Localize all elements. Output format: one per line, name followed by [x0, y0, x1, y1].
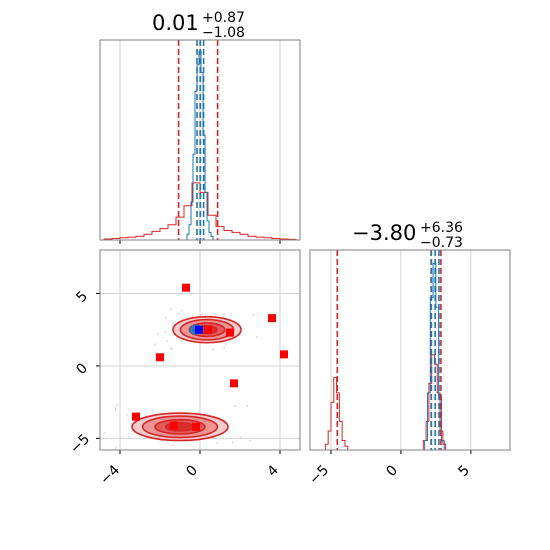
- sample-point: [180, 339, 183, 342]
- sample-point: [114, 447, 117, 449]
- x-tick-label: 5: [455, 462, 473, 480]
- sample-point: [199, 314, 202, 317]
- sample-point: [171, 444, 174, 446]
- title-lower: −1.08: [202, 25, 245, 41]
- x-tick-label: 4: [264, 462, 282, 480]
- sample-point: [170, 348, 172, 350]
- joint-scatter-contour: 5 0 −5 −4 0 4: [67, 249, 301, 488]
- density-contour: [164, 421, 196, 432]
- sample-point: [181, 317, 183, 320]
- sample-point: [255, 336, 258, 338]
- sample-point: [234, 405, 236, 407]
- y-tick-label: −5: [67, 431, 93, 457]
- x-tick-label: −4: [97, 462, 123, 488]
- title-upper: +0.87: [202, 10, 245, 26]
- injection-marker: [280, 350, 288, 359]
- x-tick-label: 0: [183, 462, 201, 480]
- injection-marker: [268, 314, 276, 323]
- sample-point: [125, 413, 128, 416]
- sample-point: [114, 407, 117, 409]
- marginal-histogram-param-2: −3.80 +6.36 −0.73 −5 0 5: [306, 220, 511, 488]
- sample-point: [216, 442, 219, 444]
- sample-point: [246, 405, 249, 407]
- sample-point: [223, 313, 226, 316]
- axes-frame: [309, 249, 511, 451]
- x-tick-label: 0: [383, 462, 401, 480]
- sample-point: [164, 331, 167, 333]
- sample-point: [180, 309, 183, 312]
- injection-marker: [226, 328, 234, 337]
- x-tick-labels: −5 0 5: [306, 462, 473, 488]
- sample-point: [223, 346, 225, 349]
- title-upper: +6.36: [420, 220, 463, 236]
- injection-marker: [170, 421, 178, 430]
- sample-point: [165, 316, 168, 319]
- title-value: −3.80: [352, 221, 416, 245]
- sample-point: [146, 413, 148, 416]
- panel-title: −3.80 +6.36 −0.73: [352, 220, 463, 251]
- injection-marker: [192, 422, 200, 431]
- sample-point: [103, 432, 106, 434]
- sample-point: [166, 340, 169, 343]
- panel-title: 0.01 +0.87 −1.08: [152, 10, 245, 41]
- sample-point: [249, 439, 251, 442]
- x-tick-labels: −4 0 4: [97, 462, 282, 488]
- sample-point: [177, 312, 180, 315]
- y-tick-label: 5: [73, 288, 91, 306]
- sample-point: [231, 441, 234, 444]
- axes-frame: [99, 39, 301, 241]
- sample-point: [156, 332, 159, 335]
- x-tick-label: −5: [306, 462, 332, 488]
- marginal-histogram-param-1: 0.01 +0.87 −1.08: [99, 10, 301, 244]
- sample-point: [252, 313, 255, 316]
- injection-marker: [182, 283, 190, 292]
- title-lower: −0.73: [420, 235, 463, 251]
- title-value: 0.01: [152, 11, 199, 35]
- sample-point: [137, 411, 140, 414]
- sample-point: [224, 343, 227, 345]
- sample-point: [212, 348, 214, 351]
- injection-marker: [204, 325, 212, 334]
- sample-point: [116, 404, 118, 406]
- y-tick-label: 0: [73, 360, 91, 378]
- sample-point: [170, 308, 172, 311]
- y-tick-labels: 5 0 −5: [67, 288, 93, 457]
- sample-point: [154, 343, 157, 345]
- injection-marker: [132, 412, 140, 421]
- truth-marker: [195, 325, 203, 334]
- injection-marker: [156, 353, 164, 362]
- sample-point: [120, 437, 122, 439]
- axes-frame: [99, 249, 301, 451]
- sample-point: [201, 313, 204, 315]
- sample-point: [114, 409, 117, 411]
- sample-point: [240, 436, 242, 438]
- injection-marker: [230, 379, 238, 388]
